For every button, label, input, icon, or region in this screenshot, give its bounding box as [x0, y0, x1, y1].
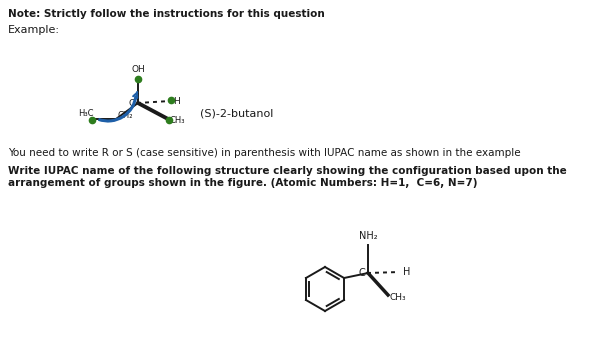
Text: You need to write R or S (case sensitive) in parenthesis with IUPAC name as show: You need to write R or S (case sensitive… [8, 148, 521, 158]
Text: H: H [173, 96, 180, 105]
Text: Note: Strictly follow the instructions for this question: Note: Strictly follow the instructions f… [8, 9, 325, 19]
Text: C: C [358, 268, 365, 278]
Text: (S)-2-butanol: (S)-2-butanol [200, 108, 273, 118]
Text: CH₂: CH₂ [118, 111, 133, 120]
Text: H: H [403, 267, 410, 277]
Text: arrangement of groups shown in the figure. (Atomic Numbers: H=1,  C=6, N=7): arrangement of groups shown in the figur… [8, 178, 477, 188]
Text: CH₃: CH₃ [170, 116, 185, 125]
Text: Write IUPAC name of the following structure clearly showing the configuration ba: Write IUPAC name of the following struct… [8, 166, 567, 176]
Text: OH: OH [131, 65, 145, 74]
Text: H₃C: H₃C [78, 109, 94, 117]
Text: Example:: Example: [8, 25, 60, 35]
Text: NH₂: NH₂ [359, 231, 377, 241]
Text: CH₃: CH₃ [390, 293, 407, 302]
Text: C: C [129, 99, 135, 108]
